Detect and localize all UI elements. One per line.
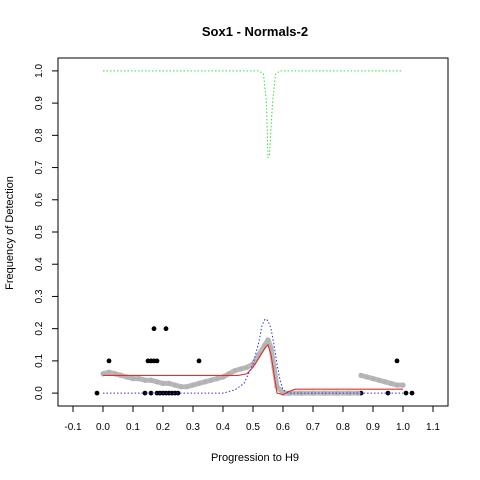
data-point — [164, 326, 169, 331]
data-point — [395, 358, 400, 363]
x-tick-label: 0.0 — [96, 422, 110, 433]
x-tick-label: 0.9 — [366, 422, 380, 433]
data-point — [107, 358, 112, 363]
smoothed-series-line — [103, 340, 358, 393]
data-point — [152, 326, 157, 331]
plot-frame — [58, 58, 448, 406]
y-tick-label: 0.8 — [34, 128, 45, 142]
x-tick-label: 0.4 — [216, 422, 230, 433]
y-tick-label: 1.0 — [34, 64, 45, 78]
data-point — [410, 391, 415, 396]
y-tick-label: 0.9 — [34, 96, 45, 110]
y-tick-label: 0.1 — [34, 354, 45, 368]
y-tick-label: 0.4 — [34, 257, 45, 271]
x-tick-label: 0.5 — [246, 422, 260, 433]
x-axis-label: Progression to H9 — [211, 452, 299, 464]
y-tick-label: 0.2 — [34, 321, 45, 335]
y-axis-label: Frequency of Detection — [4, 176, 16, 290]
x-tick-label: 0.8 — [336, 422, 350, 433]
data-point — [155, 358, 160, 363]
x-tick-label: 0.7 — [306, 422, 320, 433]
green-dotted-series-line — [103, 71, 403, 158]
data-point — [404, 391, 409, 396]
data-point — [386, 391, 391, 396]
fitted-series-line — [103, 345, 403, 395]
plot-layer — [95, 71, 415, 396]
x-tick-label: 0.3 — [186, 422, 200, 433]
y-tick-label: 0.3 — [34, 289, 45, 303]
y-tick-label: 0.5 — [34, 225, 45, 239]
data-point — [95, 391, 100, 396]
x-tick-label: 0.6 — [276, 422, 290, 433]
x-tick-label: 0.1 — [126, 422, 140, 433]
x-tick-label: 0.2 — [156, 422, 170, 433]
axis-layer: -0.1 0.0 0.1 0.2 0.3 0.4 0.5 0.6 0.7 0.8 0.9 1.0 1.1… — [34, 64, 440, 433]
x-tick-label: -0.1 — [64, 422, 82, 433]
x-tick-label: 1.0 — [396, 422, 410, 433]
data-point — [197, 358, 202, 363]
y-tick-label: 0.7 — [34, 160, 45, 174]
smoothed-series-line — [361, 375, 403, 385]
y-tick-label: 0.6 — [34, 192, 45, 206]
y-tick-label: 0.0 — [34, 386, 45, 400]
chart-title: Sox1 - Normals-2 — [202, 24, 308, 39]
x-tick-label: 1.1 — [426, 422, 440, 433]
